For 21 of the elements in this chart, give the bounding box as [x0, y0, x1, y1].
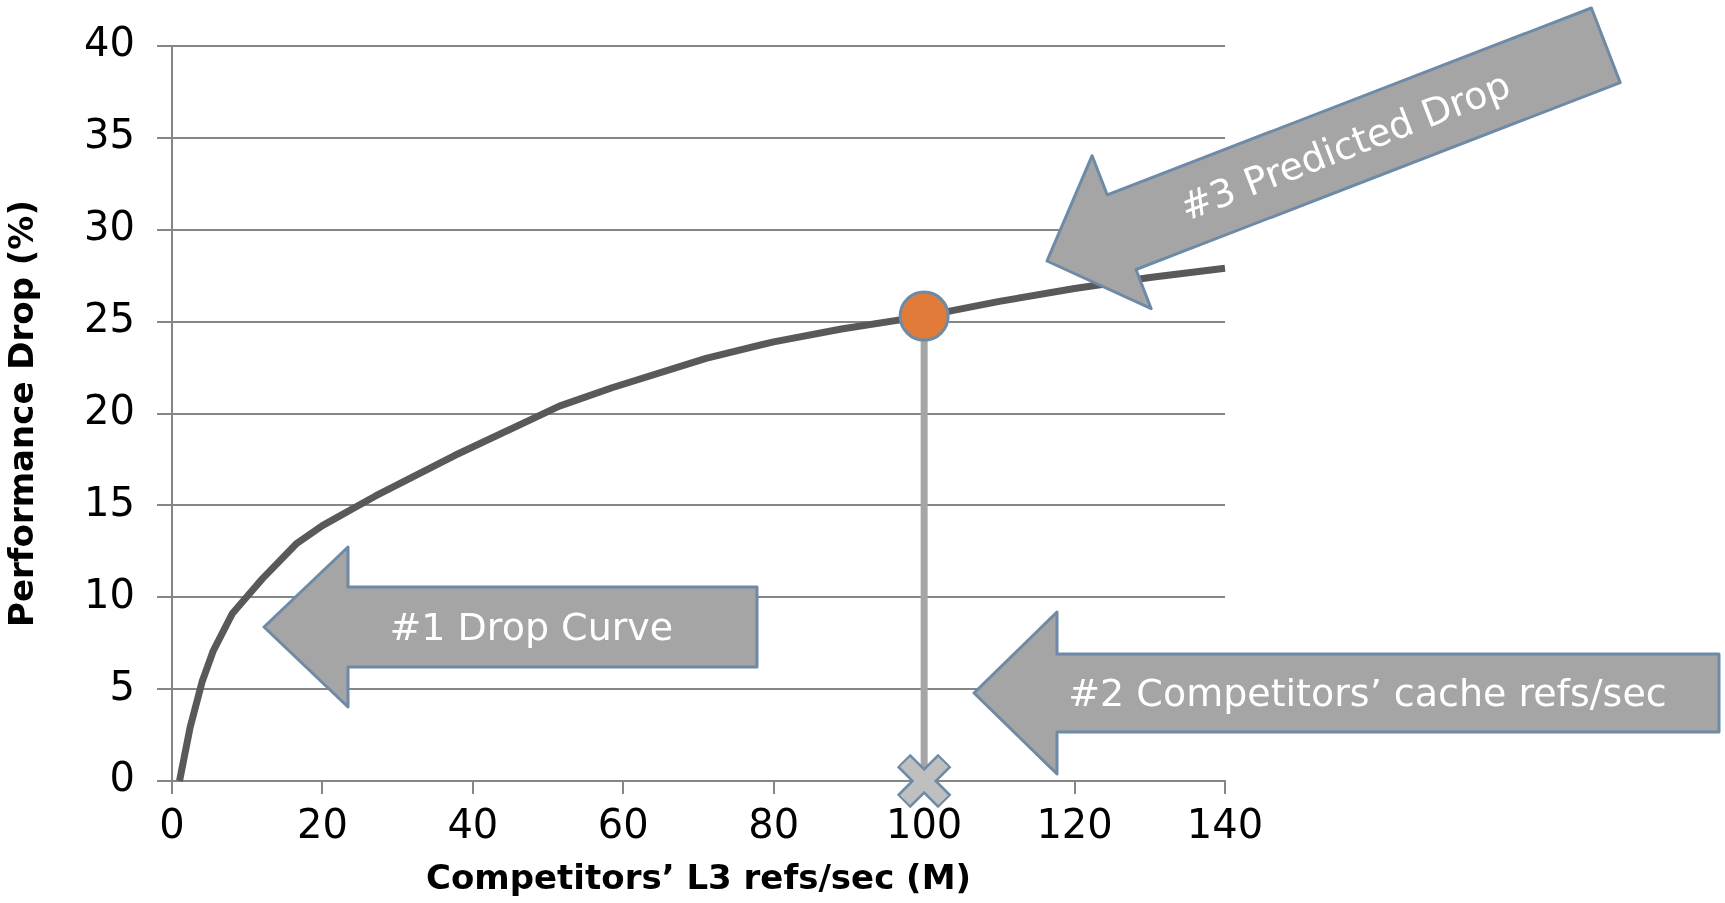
- x-tick-label: 0: [159, 801, 185, 848]
- y-tick-label: 5: [109, 662, 135, 709]
- y-axis-title: Performance Drop (%): [1, 200, 42, 627]
- annotation: #2 Competitors’ cache refs/sec: [1068, 671, 1667, 715]
- x-tick-label: 80: [748, 801, 800, 848]
- x-tick-label: 60: [597, 801, 649, 848]
- y-tick-label: 20: [84, 386, 135, 433]
- y-tick-label: 15: [84, 478, 135, 525]
- x-tick-label: 20: [296, 801, 348, 848]
- x-tick-label: 100: [885, 801, 963, 848]
- y-tick-label: 30: [84, 203, 135, 250]
- x-tick-label: 140: [1186, 801, 1264, 848]
- y-tick-label: 10: [84, 570, 135, 617]
- annotation: #1 Drop Curve: [389, 605, 674, 649]
- x-axis-title: Competitors’ L3 refs/sec (M): [425, 857, 972, 898]
- y-tick-label: 40: [84, 19, 135, 66]
- y-tick-label: 25: [84, 295, 135, 342]
- y-tick-label: 0: [109, 754, 135, 801]
- x-tick-label: 40: [447, 801, 499, 848]
- x-tick-label: 120: [1036, 801, 1113, 848]
- y-tick-label: 35: [84, 111, 135, 158]
